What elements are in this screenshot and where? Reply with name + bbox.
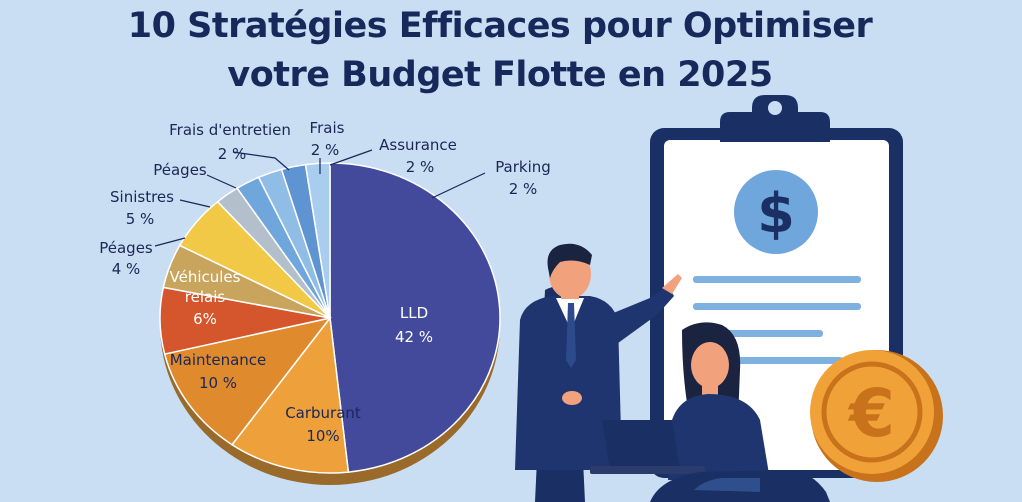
leader-lines <box>154 149 486 247</box>
value-carburant: 10% <box>306 427 339 445</box>
label-peages: Péages <box>99 239 153 257</box>
value-vehicules-relais: 6% <box>193 310 217 328</box>
label-vehicules: Véhicules <box>170 268 241 286</box>
label-frais-entretien: Frais d'entretien <box>169 121 291 139</box>
value-lld: 42 % <box>395 328 433 346</box>
leader-line-peages-top <box>206 174 237 189</box>
leader-line-peages <box>154 237 186 247</box>
man-hand <box>662 274 682 294</box>
label-parking: Parking <box>495 158 551 176</box>
pie-slice-10 <box>304 162 331 319</box>
dollar-coin <box>734 170 818 254</box>
woman-top <box>668 394 770 480</box>
page-title: 10 Stratégies Efficaces pour Optimiser v… <box>0 2 1000 100</box>
leader-line-sinistres <box>179 199 211 208</box>
paper-line-2 <box>693 303 861 310</box>
clipboard-clip-hole <box>768 101 782 115</box>
pie-slice-2 <box>163 316 332 446</box>
label-sinistres: Sinistres <box>110 188 174 206</box>
value-assurance: 2 % <box>406 158 435 176</box>
label-assurance: Assurance <box>379 136 457 154</box>
label-carburant: Carburant <box>285 404 361 422</box>
pie-chart <box>159 162 501 485</box>
label-frais: Frais <box>310 119 345 137</box>
laptop-base <box>590 466 705 474</box>
paper-line-1 <box>693 276 861 283</box>
label-peages-top: Péages <box>153 161 207 179</box>
woman-illustration <box>590 322 830 502</box>
pie-slices <box>159 162 501 474</box>
value-sinistres: 5 % <box>126 210 155 228</box>
dollar-icon: $ <box>757 182 795 245</box>
pie-slice-1 <box>230 316 350 474</box>
pie-slice-0 <box>329 162 501 473</box>
label-lld: LLD <box>400 304 428 322</box>
title-line-2: votre Budget Flotte en 2025 <box>227 55 773 95</box>
clipboard-clip <box>720 95 830 142</box>
euro-coin-face <box>810 350 934 474</box>
value-parking: 2 % <box>509 180 538 198</box>
man-illustration <box>515 243 682 502</box>
euro-icon: € <box>847 375 895 452</box>
euro-coin-ring <box>821 361 923 463</box>
man-tie <box>566 303 576 368</box>
leader-line-assurance <box>329 149 373 166</box>
car-window <box>694 478 760 492</box>
label-maintenance: Maintenance <box>170 351 267 369</box>
label-relais: relais <box>185 288 226 306</box>
value-maintenance: 10 % <box>199 374 237 392</box>
value-peages: 4 % <box>112 260 141 278</box>
euro-coin: € <box>810 350 943 482</box>
value-frais-entretien: 2 % <box>218 145 247 163</box>
laptop-screen <box>602 420 680 470</box>
man-left-hand <box>562 391 582 405</box>
woman-face <box>691 342 729 388</box>
leader-line-parking <box>431 172 486 199</box>
leader-line-frais-entretien <box>232 151 290 171</box>
value-frais: 2 % <box>311 141 340 159</box>
man-hair <box>547 243 592 278</box>
man-lower-arm <box>525 330 578 405</box>
title-line-1: 10 Stratégies Efficaces pour Optimiser <box>127 6 873 46</box>
man-raised-arm <box>606 286 674 346</box>
